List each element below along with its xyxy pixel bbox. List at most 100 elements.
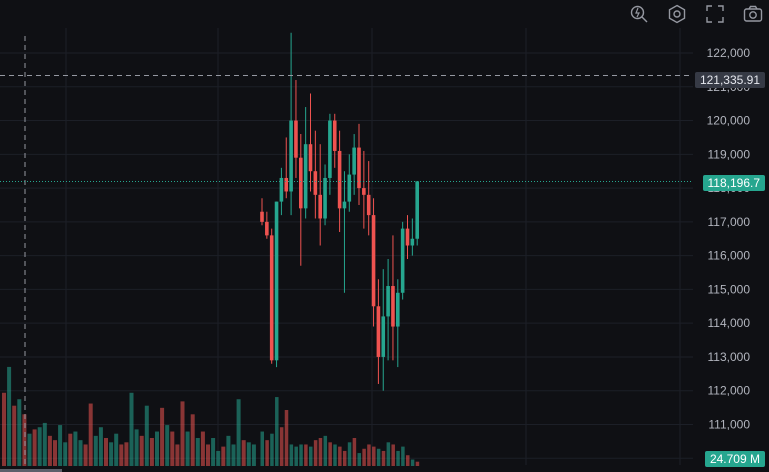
volume-bar <box>119 444 124 466</box>
candlesticks <box>260 32 419 391</box>
volume-bar <box>114 433 119 466</box>
volume-bar <box>98 427 103 466</box>
volume-bar <box>17 399 22 466</box>
volume-bar <box>22 414 27 466</box>
volume-bar <box>155 431 159 466</box>
candle-body <box>386 286 390 317</box>
volume-bar <box>149 438 154 466</box>
last-price-label: 118,196.7 <box>702 175 765 191</box>
volume-bar <box>415 461 420 466</box>
volume-bar <box>175 444 180 466</box>
volume-bar <box>323 435 328 466</box>
volume-bar <box>73 431 78 466</box>
volume-bar <box>68 433 73 466</box>
volume-bar <box>190 414 195 466</box>
price-axis[interactable]: 110,000111,000112,000113,000114,000115,0… <box>707 46 751 465</box>
fullscreen-icon[interactable] <box>703 2 727 26</box>
candle-body <box>357 147 361 189</box>
y-tick-label: 119,000 <box>708 147 751 161</box>
volume-bar <box>251 444 256 466</box>
volume-bar <box>134 429 139 466</box>
candle-body <box>284 177 289 192</box>
settings-icon[interactable] <box>665 2 689 26</box>
volume-bar <box>129 392 134 466</box>
candle-body <box>366 194 371 216</box>
volume-bar <box>328 442 332 466</box>
volume-bar <box>216 450 221 466</box>
volume-bar <box>195 438 200 466</box>
volume-bar <box>12 405 17 466</box>
volume-bar <box>270 433 274 466</box>
volume-bar <box>406 455 410 466</box>
volume-bar <box>275 397 279 466</box>
candle-body <box>313 171 318 195</box>
volume-bar <box>410 459 415 466</box>
volume-bar <box>265 440 269 466</box>
volume-bar <box>284 410 289 466</box>
y-tick-label: 122,000 <box>707 46 751 60</box>
candle-body <box>381 316 386 357</box>
volume-bar <box>109 442 114 466</box>
candle-body <box>415 181 419 239</box>
candle-body <box>376 306 381 357</box>
candle-body <box>269 235 274 361</box>
volume-bar <box>362 448 366 466</box>
candle-body <box>279 177 284 202</box>
candle-body <box>400 228 405 293</box>
volume-bar <box>58 425 63 466</box>
candle-body <box>265 221 269 236</box>
volume-bar <box>342 450 347 466</box>
candle-body <box>260 211 264 222</box>
volume-bar <box>93 435 98 466</box>
volume-bar <box>160 407 165 466</box>
volume-bar <box>309 446 313 466</box>
volume-bar <box>185 431 190 466</box>
screenshot-icon[interactable] <box>741 2 765 26</box>
volume-bar <box>338 446 342 466</box>
candle-body <box>391 286 395 327</box>
volume-bar <box>347 442 352 466</box>
y-tick-label: 117,000 <box>708 215 751 229</box>
candle-body <box>303 144 308 209</box>
volume-bar <box>53 440 57 466</box>
volume-bar <box>2 392 6 466</box>
volume-bar <box>139 435 144 466</box>
screener-icon[interactable] <box>627 2 651 26</box>
volume-bar <box>381 450 386 466</box>
volume-bar <box>165 425 170 466</box>
volume-bar <box>260 431 264 466</box>
volume-bar <box>206 444 210 466</box>
chart-grid <box>0 28 693 465</box>
candle-body <box>308 144 313 172</box>
volume-bar <box>42 422 47 466</box>
candle-body <box>337 150 342 209</box>
volume-bar <box>241 440 246 466</box>
volume-bar <box>83 444 88 466</box>
volume-bar <box>231 444 236 466</box>
time-scrollbar[interactable] <box>0 469 62 472</box>
candle-body <box>299 157 303 209</box>
volume-bar <box>367 444 371 466</box>
volume-bar <box>226 435 231 466</box>
volume-bar <box>37 427 42 466</box>
volume-bar <box>124 442 129 466</box>
candle-body <box>347 174 352 202</box>
candle-body <box>294 120 298 158</box>
candle-body <box>323 177 327 219</box>
volume-bar <box>318 438 323 466</box>
volume-bar <box>236 399 241 466</box>
candle-body <box>371 215 376 307</box>
volume-bar <box>246 442 251 466</box>
volume-bar <box>7 366 12 466</box>
volume-bar <box>104 438 108 466</box>
volume-bar <box>333 444 337 466</box>
candle-body <box>274 201 279 361</box>
volume-bar <box>170 431 175 466</box>
y-tick-label: 112,000 <box>708 384 751 398</box>
volume-bar <box>304 444 308 466</box>
chart-toolbar <box>627 0 769 28</box>
volume-bar <box>211 438 216 466</box>
chart-overlays <box>0 36 693 465</box>
volume-bar <box>27 433 32 466</box>
